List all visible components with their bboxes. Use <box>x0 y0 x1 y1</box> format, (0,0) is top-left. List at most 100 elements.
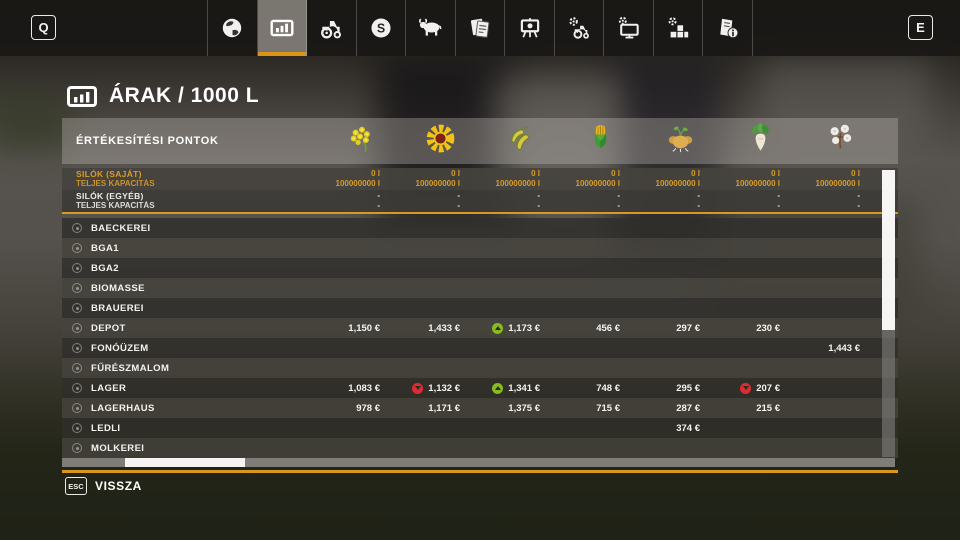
sell-point-name: LEDLI <box>91 422 121 434</box>
sell-point-row-molkerei[interactable]: MOLKEREI <box>62 438 898 458</box>
tab-help[interactable] <box>703 0 754 56</box>
page-title: ÁRAK / 1000 L <box>109 84 260 107</box>
price-trend-up-icon <box>492 322 504 334</box>
tab-construction[interactable] <box>654 0 704 56</box>
tractor-icon <box>318 15 344 41</box>
key-hint-q-label: Q <box>38 20 49 35</box>
menu-tab-bar: S <box>207 0 754 56</box>
silo-cell: 0 l 100000000 l <box>640 169 720 189</box>
key-hint-e: E <box>908 15 933 40</box>
sell-point-icon <box>72 343 82 353</box>
sell-point-row-brauerei[interactable]: BRAUEREI <box>62 298 898 318</box>
silo-row-labels: SILÓK (SAJÁT) TELJES KAPACITÁS <box>62 169 320 189</box>
sell-point-row-bga1[interactable]: BGA1 <box>62 238 898 258</box>
sell-point-row-biomasse[interactable]: BIOMASSE <box>62 278 898 298</box>
back-button-label: VISSZA <box>95 479 142 493</box>
column-header-potato <box>640 121 720 161</box>
sell-point-icon <box>72 223 82 233</box>
price-value: 1,433 € <box>428 322 460 334</box>
tab-animals[interactable] <box>406 0 456 56</box>
soybean-icon <box>503 121 538 161</box>
sell-point-icon <box>72 283 82 293</box>
svg-text:S: S <box>377 22 385 36</box>
easel-board-icon <box>517 15 543 41</box>
sell-point-icon <box>72 383 82 393</box>
blurred-shape <box>0 92 70 152</box>
vertical-scrollbar-thumb[interactable] <box>882 170 895 330</box>
price-cell: 230 € <box>720 323 800 334</box>
sell-point-name: BGA2 <box>91 262 119 274</box>
canola-icon <box>343 121 378 161</box>
silo-capacity: - <box>697 201 700 210</box>
silo-capacity: - <box>537 201 540 210</box>
sell-point-row-lagerhaus[interactable]: LAGERHAUS 978 € 1,171 € 1,375 € 715 € 287 € 21… <box>62 398 898 418</box>
key-hint-esc: ESC <box>65 477 87 495</box>
tab-maintenance[interactable] <box>555 0 605 56</box>
silo-row-label: SILÓK (EGYÉB) <box>76 191 144 201</box>
silo-cell: - - <box>400 191 480 211</box>
price-value: 748 € <box>596 382 620 394</box>
footer-back-hint: ESC VISSZA <box>65 477 142 495</box>
price-cell: 207 € <box>720 382 800 394</box>
potato-icon <box>663 121 698 161</box>
silo-amount: - <box>377 191 380 200</box>
price-value: 1,171 € <box>428 402 460 414</box>
price-cell: 297 € <box>640 323 720 334</box>
silo-amount: 0 l <box>851 169 860 178</box>
sell-point-row-fűrészmalom[interactable]: FŰRÉSZMALOM <box>62 358 898 378</box>
silo-row-sublabel: TELJES KAPACITÁS <box>76 201 155 210</box>
tab-production[interactable] <box>505 0 555 56</box>
prices-chart-icon <box>67 85 97 107</box>
tab-finances[interactable]: S <box>357 0 407 56</box>
sell-point-row-baeckerei[interactable]: BAECKEREI <box>62 218 898 238</box>
sell-point-name: LAGER <box>91 382 127 394</box>
price-cell: 715 € <box>560 403 640 414</box>
sell-point-row-depot[interactable]: DEPOT 1,150 € 1,433 € 1,173 € 456 € 297 € 230 … <box>62 318 898 338</box>
silo-capacity: - <box>377 201 380 210</box>
sell-point-row-fonóüzem[interactable]: FONÓÜZEM 1,443 € <box>62 338 898 358</box>
tab-map[interactable] <box>208 0 258 56</box>
sell-point-row-bga2[interactable]: BGA2 <box>62 258 898 278</box>
price-cell: 1,132 € <box>400 382 480 394</box>
sell-point-rows: BAECKEREI BGA1 BGA2 BIOMASSE BRAUEREI DE… <box>62 218 898 458</box>
key-hint-q: Q <box>31 15 56 40</box>
cotton-icon <box>823 121 858 161</box>
silo-capacity: - <box>777 201 780 210</box>
price-trend-down-icon <box>412 382 424 394</box>
price-value: 295 € <box>676 382 700 394</box>
price-value: 230 € <box>756 322 780 334</box>
silo-cell: - - <box>800 191 880 211</box>
tab-prices[interactable] <box>257 0 308 56</box>
tab-settings[interactable] <box>604 0 654 56</box>
tab-vehicles[interactable] <box>307 0 357 56</box>
horizontal-scrollbar-thumb[interactable] <box>125 458 245 467</box>
column-header-canola <box>320 121 400 161</box>
silo-summary-rows: SILÓK (SAJÁT) TELJES KAPACITÁS 0 l 10000… <box>62 168 898 214</box>
horizontal-scrollbar[interactable] <box>62 458 895 467</box>
tab-contracts[interactable] <box>456 0 506 56</box>
silo-amount: - <box>537 191 540 200</box>
price-value: 1,173 € <box>508 322 540 334</box>
price-cell: 1,375 € <box>480 403 560 414</box>
silo-capacity: 100000000 l <box>495 179 541 188</box>
silo-row-labels: SILÓK (EGYÉB) TELJES KAPACITÁS <box>62 191 320 211</box>
sell-point-row-lager[interactable]: LAGER 1,083 € 1,132 € 1,341 € 748 € 295 € 207 … <box>62 378 898 398</box>
silo-amount: 0 l <box>691 169 700 178</box>
price-cell: 456 € <box>560 323 640 334</box>
crop-columns-header <box>320 121 880 161</box>
blocks-gear-icon <box>665 15 691 41</box>
silo-row-other: SILÓK (EGYÉB) TELJES KAPACITÁS - - - - -… <box>62 190 898 212</box>
price-cell: 1,341 € <box>480 382 560 394</box>
corn-icon <box>583 121 618 161</box>
sell-point-row-ledli[interactable]: LEDLI 374 € <box>62 418 898 438</box>
blurred-shape <box>760 58 930 148</box>
sell-point-icon <box>72 243 82 253</box>
sell-point-name: FŰRÉSZMALOM <box>91 362 170 374</box>
silo-row-sublabel: TELJES KAPACITÁS <box>76 179 155 188</box>
price-value: 1,341 € <box>508 382 540 394</box>
silo-cell: - - <box>560 191 640 211</box>
price-value: 297 € <box>676 322 700 334</box>
sell-point-icon <box>72 263 82 273</box>
silo-amount: 0 l <box>531 169 540 178</box>
vertical-scrollbar[interactable] <box>882 170 895 457</box>
